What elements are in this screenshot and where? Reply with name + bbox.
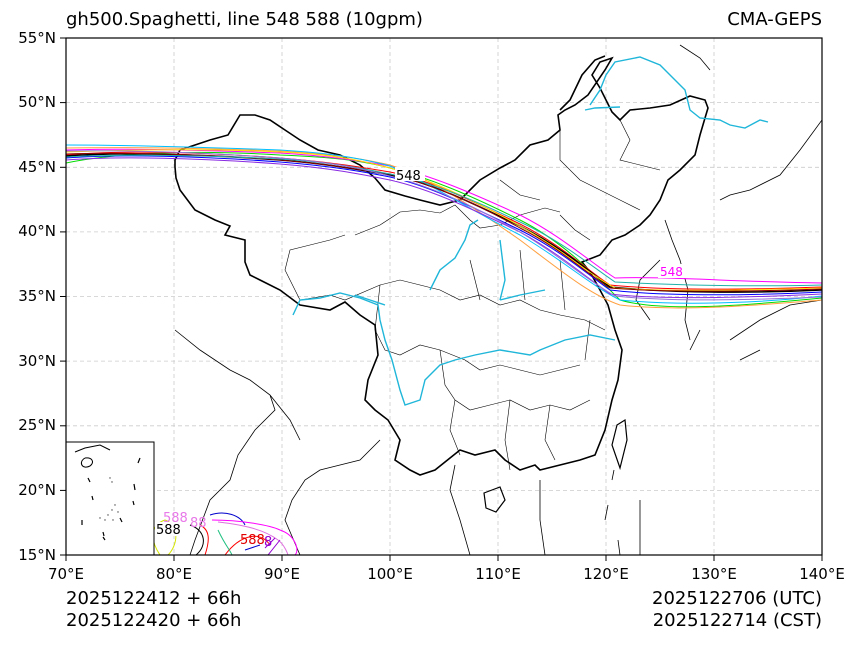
y-tick-40n: 40°N	[18, 222, 56, 240]
y-tick-50n: 50°N	[18, 93, 56, 111]
province-borders	[284, 119, 661, 471]
y-tick-35n: 35°N	[18, 287, 56, 305]
contour-label-588-b: 588	[156, 523, 181, 538]
valid-time-utc: 2025122706 (UTC)	[652, 588, 822, 609]
x-tick-70e: 70°E	[47, 565, 85, 583]
south-china-sea-inset	[65, 441, 155, 556]
valid-time-cst: 2025122714 (CST)	[652, 610, 822, 631]
x-tick-120e: 120°E	[583, 565, 629, 583]
contour-588-lines	[152, 512, 298, 555]
x-tick-90e: 90°E	[263, 565, 301, 583]
x-tick-140e: 140°E	[799, 565, 845, 583]
y-tick-30n: 30°N	[18, 352, 56, 370]
x-tick-100e: 100°E	[367, 565, 413, 583]
y-tick-15n: 15°N	[18, 546, 56, 564]
init-time-block: 2025122412 + 66h 2025122420 + 66h	[66, 588, 241, 632]
gridlines	[66, 38, 822, 555]
contour-label-588-e: 8	[264, 535, 272, 550]
y-tick-20n: 20°N	[18, 481, 56, 499]
contour-548-lines	[66, 144, 822, 309]
x-tick-130e: 130°E	[691, 565, 737, 583]
contour-label-548: 548	[396, 169, 421, 184]
y-tick-25n: 25°N	[18, 416, 56, 434]
contour-label-548-east: 548	[660, 265, 683, 279]
y-tick-45n: 45°N	[18, 158, 56, 176]
model-name: CMA-GEPS	[727, 9, 822, 30]
rivers	[292, 56, 769, 406]
contour-label-588-d: 588	[240, 533, 265, 548]
contour-label-588-c: 88	[190, 516, 207, 531]
valid-time-block: 2025122706 (UTC) 2025122714 (CST)	[652, 588, 822, 632]
init-time-cst: 2025122420 + 66h	[66, 610, 242, 631]
x-tick-80e: 80°E	[155, 565, 193, 583]
y-tick-55n: 55°N	[18, 29, 56, 47]
init-time-utc: 2025122412 + 66h	[66, 588, 242, 609]
x-tick-110e: 110°E	[475, 565, 521, 583]
chart-title: gh500.Spaghetti, line 548 588 (10gpm)	[66, 9, 423, 30]
china-border	[174, 56, 709, 476]
